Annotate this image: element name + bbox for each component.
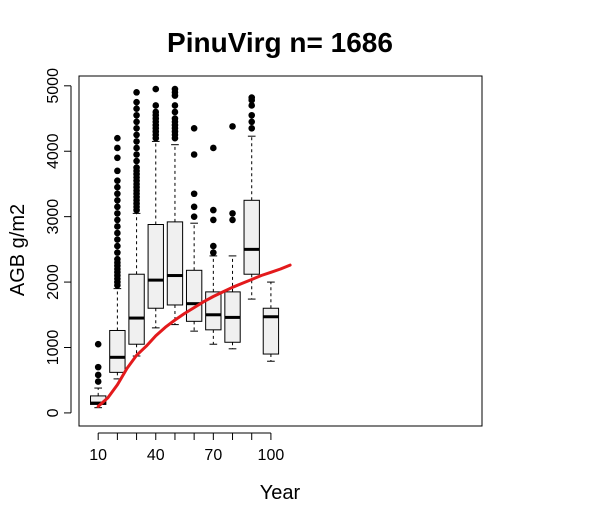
outlier-point	[133, 131, 140, 139]
boxplot-10	[90, 340, 107, 409]
y-tick-label: 4000	[45, 133, 62, 169]
outlier-point	[210, 144, 217, 152]
outlier-point	[133, 105, 140, 113]
outlier-point	[152, 85, 160, 93]
outlier-point	[94, 371, 102, 379]
outlier-point	[133, 118, 140, 126]
outlier-point	[210, 242, 217, 250]
box	[109, 329, 126, 373]
y-tick-label: 5000	[45, 68, 62, 104]
outlier-point	[133, 151, 140, 158]
outlier-point	[248, 102, 256, 109]
x-tick-label: 40	[147, 447, 165, 464]
outlier-point	[94, 378, 102, 385]
box	[205, 291, 222, 331]
y-tick-label: 3000	[45, 199, 62, 235]
outlier-point	[248, 125, 256, 132]
outlier-point	[190, 151, 198, 158]
outlier-point	[229, 123, 236, 130]
outlier-point	[114, 216, 121, 224]
outlier-point	[114, 242, 121, 250]
plot-frame	[78, 75, 483, 427]
outlier-point	[94, 340, 102, 348]
outlier-point	[133, 111, 140, 119]
boxplot-30	[128, 89, 145, 357]
outlier-point	[114, 255, 121, 263]
outlier-point	[114, 177, 121, 184]
outlier-point	[229, 216, 236, 224]
y-axis: 0 1000 2000 3000 4000 5000	[45, 68, 72, 417]
outlier-point	[133, 98, 140, 106]
outlier-point	[210, 249, 217, 256]
boxplots	[90, 85, 280, 409]
outlier-point	[171, 85, 179, 93]
outlier-point	[248, 111, 256, 119]
outlier-point	[114, 249, 121, 256]
outlier-point	[171, 115, 179, 122]
box	[262, 307, 280, 355]
outlier-point	[210, 206, 217, 214]
outlier-point	[190, 203, 198, 211]
outlier-point	[248, 118, 256, 126]
outlier-point	[133, 164, 140, 171]
boxplot-100	[262, 281, 280, 362]
outlier-point	[152, 102, 160, 109]
outlier-point	[114, 154, 121, 162]
outlier-point	[94, 363, 102, 371]
outlier-point	[190, 125, 198, 132]
boxplot-40	[147, 85, 164, 329]
box	[128, 273, 145, 345]
chart-title: PinuVirg n= 1686	[167, 27, 393, 58]
outlier-point	[133, 125, 140, 132]
outlier-point	[133, 157, 140, 165]
outlier-point	[114, 144, 121, 152]
box	[185, 269, 203, 322]
outlier-point	[133, 144, 140, 152]
x-axis: 10 40 70 100	[89, 432, 285, 464]
outlier-point	[114, 236, 121, 243]
y-tick-label: 0	[45, 408, 62, 417]
outlier-point	[114, 229, 121, 237]
outlier-point	[114, 134, 121, 142]
outlier-point	[114, 203, 121, 211]
box	[166, 221, 184, 306]
outlier-point	[114, 210, 121, 217]
outlier-point	[133, 89, 140, 96]
outlier-point	[152, 108, 160, 116]
y-tick-label: 2000	[45, 264, 62, 300]
x-tick-label: 10	[89, 447, 107, 464]
y-axis-title: AGB g/m2	[7, 204, 29, 296]
y-tick-label: 1000	[45, 330, 62, 366]
x-axis-title: Year	[260, 482, 301, 504]
outlier-point	[248, 94, 256, 101]
outlier-point	[133, 138, 140, 145]
box	[147, 224, 164, 309]
fit-line	[96, 263, 292, 408]
outlier-point	[114, 167, 121, 175]
outlier-point	[229, 210, 236, 217]
boxplot-90	[243, 94, 260, 300]
outlier-point	[114, 183, 121, 191]
x-tick-label: 100	[258, 447, 285, 464]
box	[243, 199, 260, 275]
boxplot-50	[166, 85, 184, 326]
boxplot-80	[224, 123, 241, 350]
boxplot-70	[205, 144, 222, 345]
fit-line-group	[96, 263, 292, 408]
boxplot-20	[109, 134, 126, 380]
outlier-point	[171, 108, 179, 116]
outlier-point	[190, 190, 198, 198]
x-tick-label: 70	[204, 447, 222, 464]
outlier-point	[114, 196, 121, 204]
outlier-point	[210, 216, 217, 224]
outlier-point	[114, 190, 121, 198]
outlier-point	[114, 223, 121, 230]
boxplot-60	[185, 125, 203, 332]
outlier-point	[171, 102, 179, 109]
outlier-point	[190, 213, 198, 220]
